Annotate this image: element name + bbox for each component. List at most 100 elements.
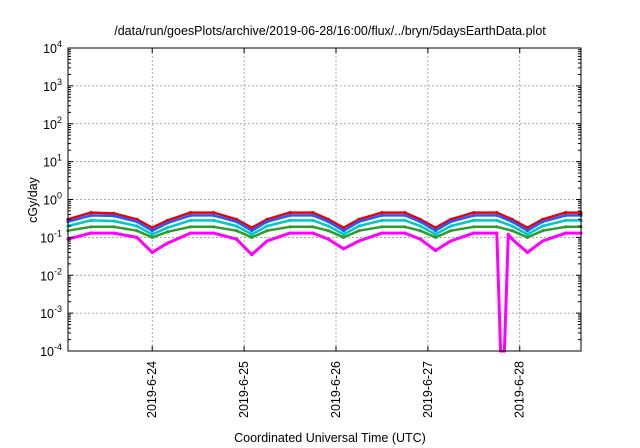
data-point [510, 237, 514, 241]
data-point [433, 229, 438, 233]
data-point [433, 232, 438, 236]
data-point [541, 239, 545, 243]
data-point [472, 225, 476, 229]
data-point [150, 229, 154, 233]
y-tick-label-base: 10 [40, 231, 54, 245]
data-point [449, 239, 453, 243]
data-point [495, 211, 499, 215]
data-point [135, 220, 139, 224]
x-tick-label: 2019-6-24 [145, 361, 159, 418]
data-point [165, 218, 170, 223]
y-tick-label-base: 10 [40, 345, 54, 359]
data-point [150, 232, 154, 236]
data-point [380, 218, 384, 223]
data-point [265, 220, 269, 224]
data-point [211, 218, 216, 223]
data-point [150, 226, 154, 230]
data-point [150, 235, 154, 239]
data-point [342, 235, 346, 239]
data-point [89, 225, 93, 229]
data-point [311, 218, 315, 223]
data-point [250, 226, 254, 230]
data-point [288, 211, 292, 215]
data-point [418, 224, 422, 228]
data-point [135, 217, 139, 221]
data-point [135, 229, 139, 233]
data-point [564, 211, 568, 215]
data-point [188, 231, 193, 235]
y-tick-label: 101 [43, 153, 62, 170]
data-point [342, 229, 346, 233]
data-point [89, 211, 93, 215]
data-point [342, 232, 346, 236]
data-point [403, 211, 407, 215]
data-point [288, 213, 292, 218]
data-point [380, 213, 384, 218]
data-point [311, 213, 315, 218]
y-tick-label-base: 10 [40, 307, 54, 321]
data-point [188, 218, 193, 223]
data-point [564, 225, 568, 229]
data-point [433, 226, 438, 230]
y-tick-label: 10-1 [40, 228, 62, 245]
y-axis-label: cGy/day [26, 176, 40, 223]
data-point [326, 224, 330, 228]
data-point [250, 235, 254, 239]
data-point [449, 224, 453, 228]
data-point [433, 248, 438, 253]
data-point [250, 229, 254, 233]
series-line [67, 219, 581, 236]
y-tick-label-exponent: 1 [57, 153, 62, 163]
chart-title: /data/run/goesPlots/archive/2019-06-28/1… [114, 24, 546, 38]
data-point [449, 229, 453, 233]
data-point [472, 231, 476, 235]
data-point [403, 231, 407, 235]
data-point [541, 229, 545, 233]
data-point [188, 225, 193, 229]
y-tick-label: 10-3 [40, 304, 62, 321]
data-point [311, 211, 315, 215]
y-tick-label: 104 [43, 39, 62, 56]
data-point [472, 213, 476, 218]
data-point [288, 225, 292, 229]
data-point [135, 235, 139, 239]
x-tick-label: 2019-6-27 [421, 361, 435, 418]
data-point [342, 226, 346, 230]
data-point [112, 231, 116, 235]
data-point [250, 253, 254, 257]
series-4 [66, 225, 583, 239]
data-point [265, 229, 269, 233]
data-point [342, 247, 346, 251]
y-tick-label: 102 [43, 115, 62, 132]
axis-ticks [68, 47, 581, 352]
data-point [510, 229, 514, 233]
data-point [525, 232, 530, 236]
data-point [541, 224, 545, 228]
data-point [112, 214, 116, 218]
data-point [495, 218, 499, 223]
data-point [234, 229, 239, 233]
y-tick-label-exponent: 2 [57, 115, 62, 125]
data-point [541, 220, 545, 224]
data-point [357, 224, 361, 228]
data-point [112, 225, 116, 229]
y-tick-label-exponent: 4 [57, 39, 62, 49]
y-tick-label: 100 [43, 191, 62, 208]
data-point [89, 218, 93, 223]
data-point [89, 213, 93, 218]
data-point [510, 224, 514, 228]
data-point [380, 231, 384, 235]
data-point [135, 224, 139, 228]
y-tick-label-base: 10 [43, 156, 57, 170]
data-point [564, 218, 568, 223]
x-tick-label: 2019-6-28 [513, 361, 527, 418]
data-point [234, 220, 239, 224]
y-tick-label-exponent: -1 [54, 228, 62, 238]
data-point [418, 220, 422, 224]
data-point [211, 213, 216, 218]
data-point [288, 231, 292, 235]
data-point [495, 213, 499, 218]
data-point [510, 220, 514, 224]
data-point [433, 235, 438, 239]
